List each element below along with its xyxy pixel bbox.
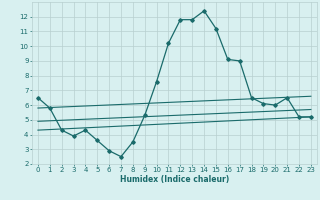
X-axis label: Humidex (Indice chaleur): Humidex (Indice chaleur) xyxy=(120,175,229,184)
